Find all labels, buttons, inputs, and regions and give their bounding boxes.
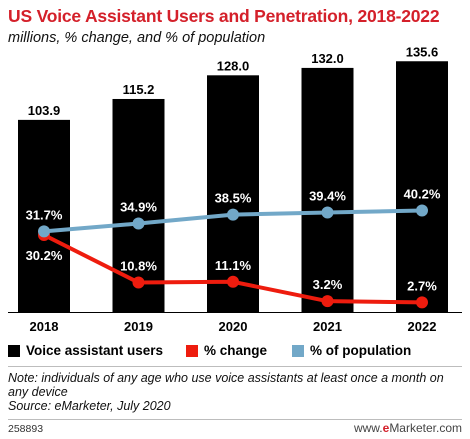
legend-swatch-users: [8, 344, 20, 357]
population-point: [132, 217, 145, 230]
site-credit: www.eMarketer.com: [354, 421, 462, 435]
population-value-label: 34.9%: [120, 199, 157, 214]
bar-value-label: 115.2: [123, 82, 155, 97]
bar-value-label: 132.0: [311, 51, 344, 66]
chart-id: 258893: [8, 423, 44, 435]
x-tick-label: 2020: [219, 319, 248, 334]
legend-label-change: % change: [204, 343, 268, 358]
legend-item-population: % of population: [292, 343, 411, 358]
population-point: [227, 208, 239, 221]
bar-2020: [207, 75, 259, 312]
site-suffix: Marketer.com: [389, 421, 462, 435]
x-tick-label: 2018: [30, 319, 59, 334]
site-brand: e: [382, 421, 390, 435]
note-text: Note: individuals of any age who use voi…: [8, 371, 444, 399]
change-point: [227, 275, 239, 288]
chart-note: Note: individuals of any age who use voi…: [8, 371, 448, 413]
chart-subtitle: millions, % change, and % of population: [8, 30, 266, 46]
x-axis: 2018 2019 2020 2021 2022: [8, 312, 462, 334]
bar-2021: [301, 67, 354, 313]
legend-label-users: Voice assistant users: [26, 343, 164, 358]
bar-2019: [112, 98, 165, 312]
change-value-label: 3.2%: [313, 277, 343, 292]
labels-layer: 103.9 115.2 128.0 132.0 135.6 31.7% 34.9% 38.5%…: [26, 44, 441, 293]
change-point: [416, 296, 428, 309]
bar-value-label: 135.6: [406, 44, 439, 59]
change-value-label: 2.7%: [407, 278, 437, 293]
divider-bottom: [8, 419, 462, 420]
population-value-label: 40.2%: [404, 187, 441, 202]
bars-layer: [18, 61, 448, 313]
x-tick-label: 2019: [124, 319, 153, 334]
divider-top: [8, 366, 462, 367]
change-point: [321, 295, 334, 308]
bar-value-label: 128.0: [217, 58, 250, 73]
population-value-label: 39.4%: [309, 188, 346, 203]
legend-item-change: % change: [186, 343, 267, 358]
source-text: Source: eMarketer, July 2020: [8, 399, 171, 413]
population-point: [321, 206, 334, 219]
change-value-label: 10.8%: [120, 259, 157, 274]
legend-swatch-change: [186, 344, 198, 357]
legend-label-population: % of population: [310, 343, 412, 358]
lines-layer: [38, 204, 428, 309]
legend-item-users: Voice assistant users: [8, 343, 163, 358]
population-value-label: 31.7%: [26, 207, 63, 222]
change-value-label: 11.1%: [215, 258, 252, 273]
chart-title: US Voice Assistant Users and Penetration…: [8, 6, 440, 26]
legend: Voice assistant users % change % of popu…: [8, 343, 468, 361]
change-value-label: 30.2%: [26, 248, 63, 263]
site-prefix: www.: [353, 421, 383, 435]
population-value-label: 38.5%: [215, 191, 252, 206]
change-point: [132, 276, 145, 289]
population-point: [38, 225, 50, 238]
legend-swatch-population: [292, 344, 304, 357]
bar-2022: [396, 61, 448, 313]
x-tick-label: 2021: [313, 319, 342, 334]
chart-canvas: 103.9 115.2 128.0 132.0 135.6 31.7% 34.9% 38.5%…: [8, 44, 462, 334]
bar-value-label: 103.9: [28, 103, 61, 118]
population-point: [416, 204, 428, 217]
x-tick-label: 2022: [408, 319, 437, 334]
bar-2018: [18, 119, 70, 312]
